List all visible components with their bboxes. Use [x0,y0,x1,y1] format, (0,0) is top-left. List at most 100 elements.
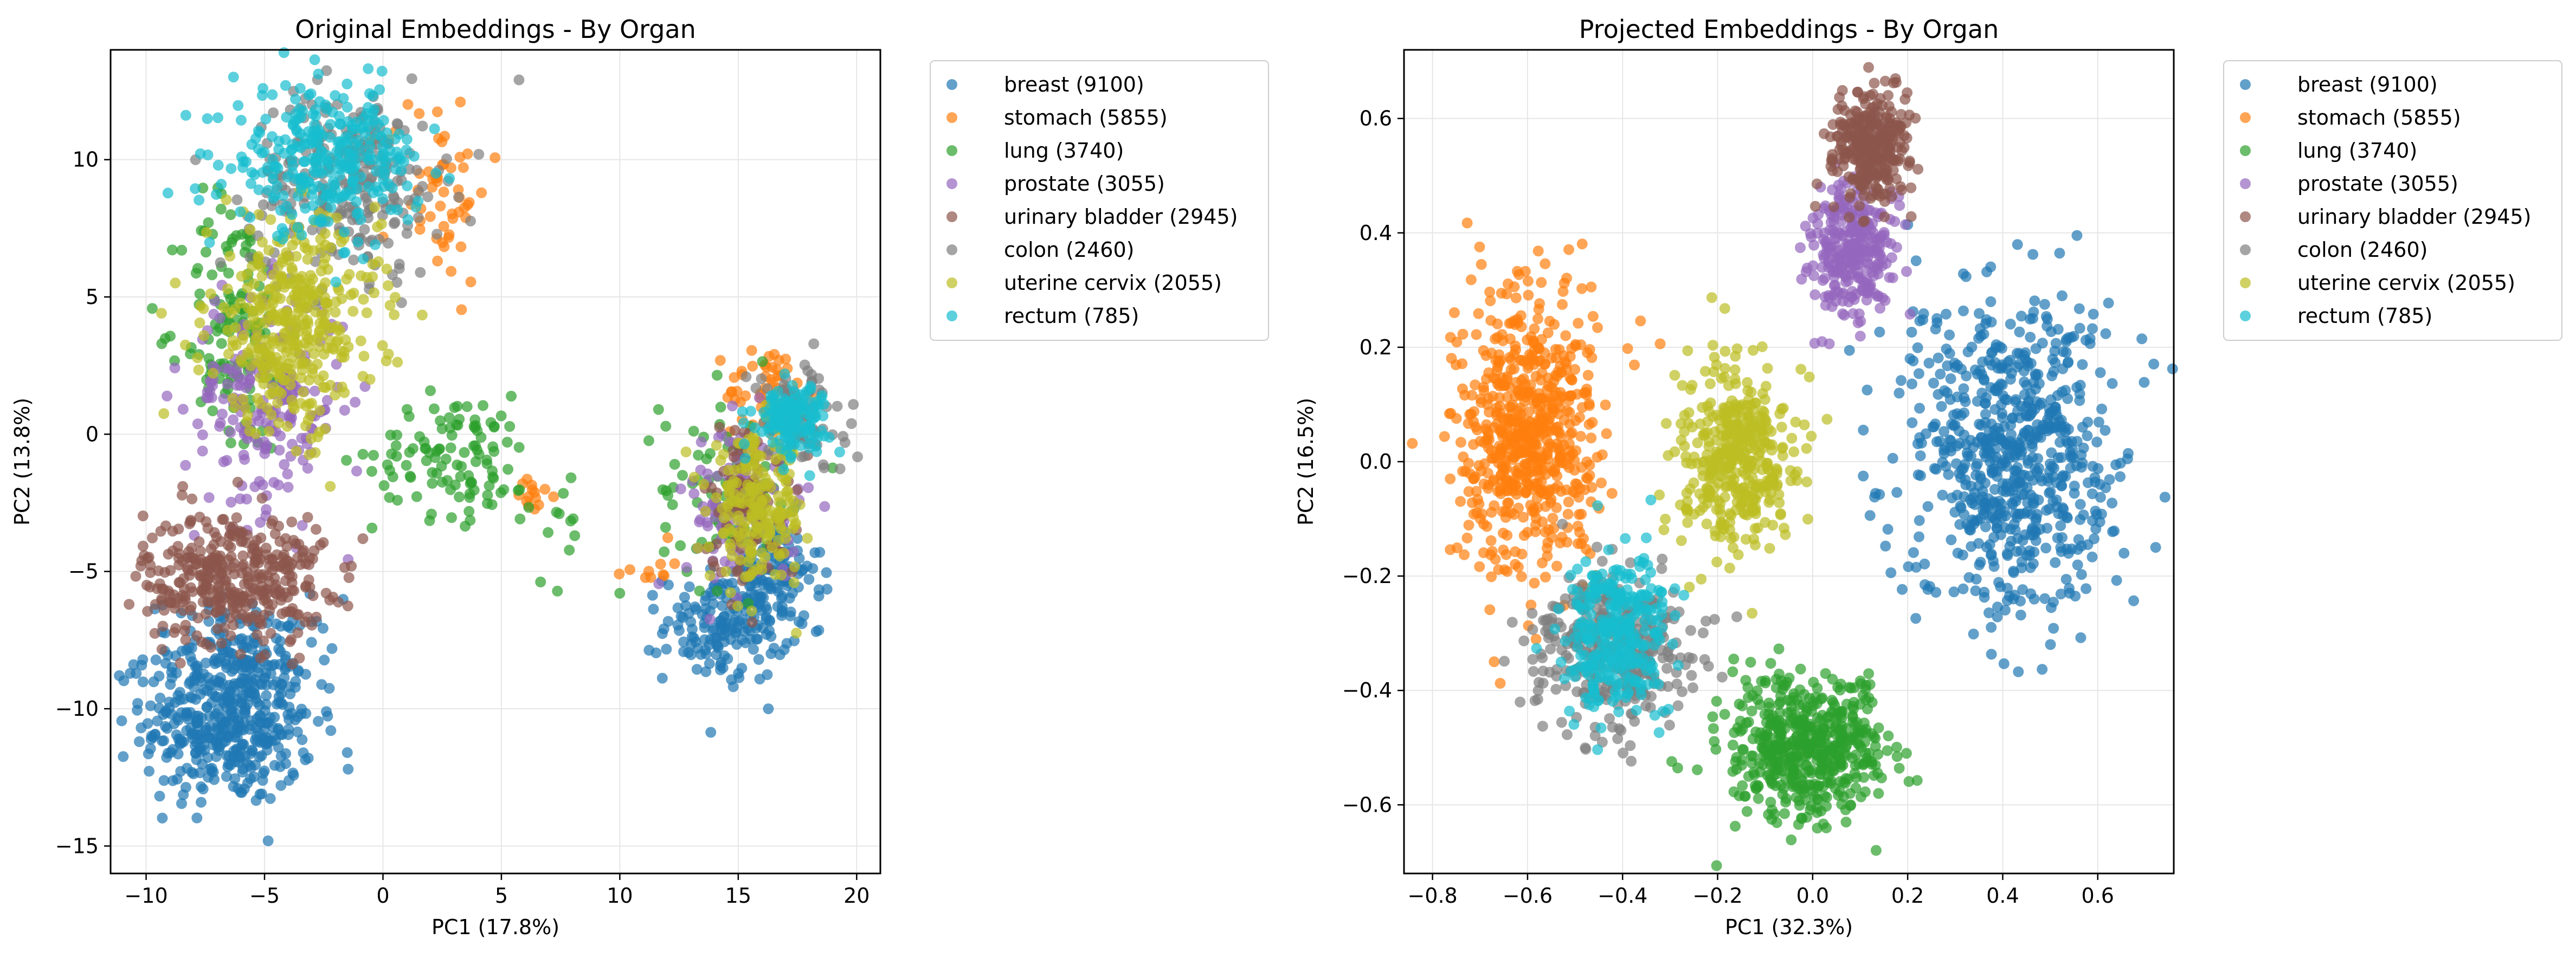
scatter-point [203,492,215,503]
scatter-point [308,245,319,256]
scatter-point [427,467,438,478]
scatter-point [565,472,577,483]
scatter-point [1495,678,1506,689]
scatter-point [1968,629,1979,640]
scatter-point [799,359,810,371]
scatter-point [1858,470,1869,482]
scatter-point [1455,437,1466,448]
scatter-point [313,68,324,80]
scatter-point [1555,449,1567,460]
scatter-point [378,115,389,126]
scatter-point [1973,480,1985,491]
scatter-point [137,540,149,552]
scatter-point [224,582,236,593]
scatter-point [535,577,546,587]
scatter-point [1510,433,1522,444]
scatter-point [1576,238,1588,250]
scatter-point [1564,450,1576,462]
scatter-point [436,461,447,472]
scatter-point [802,533,813,544]
scatter-point [2128,595,2139,606]
scatter-point [1465,409,1477,419]
scatter-point [756,498,767,509]
legend-marker [946,277,957,288]
scatter-point [339,387,350,398]
scatter-point [2004,541,2015,552]
scatter-point [2050,338,2062,349]
scatter-point [358,253,369,264]
scatter-point [355,335,366,347]
scatter-point [404,470,416,482]
scatter-point [1995,432,2006,444]
scatter-point [286,708,298,719]
scatter-point [1478,385,1490,396]
scatter-point [259,360,270,372]
scatter-point [309,54,320,66]
scatter-point [1933,352,1944,364]
scatter-point [282,482,294,493]
scatter-point [268,679,279,690]
scatter-point [662,616,674,627]
scatter-point [488,422,500,433]
scatter-point [695,464,706,476]
scatter-point [1914,515,1925,526]
scatter-point [446,430,458,441]
scatter-point [1584,344,1595,355]
scatter-point [779,396,790,407]
scatter-point [750,383,762,394]
scatter-point [241,416,253,428]
scatter-point [2037,419,2049,431]
scatter-point [225,209,236,221]
scatter-point [2062,357,2073,368]
scatter-point [709,561,720,572]
scatter-point [305,88,317,100]
scatter-point [203,217,214,228]
scatter-point [338,93,349,104]
scatter-point [439,241,450,253]
scatter-point [403,411,415,422]
scatter-point [759,552,771,563]
scatter-point [758,592,769,603]
scatter-point [175,739,186,750]
scatter-point [195,781,207,792]
scatter-point [677,470,688,481]
scatter-point [392,204,403,216]
scatter-point [237,374,249,386]
scatter-point [225,630,236,642]
x-tick-label: 10 [607,884,633,908]
scatter-point [2025,529,2037,541]
scatter-point [357,533,369,545]
scatter-point [364,88,375,99]
scatter-point [233,100,244,111]
legend-label: breast (9100) [1004,73,1144,96]
scatter-point [533,499,544,510]
scatter-point [1930,323,1941,335]
scatter-point [222,379,233,390]
scatter-point [216,638,227,649]
scatter-point [218,393,229,404]
scatter-point [659,546,670,558]
scatter-point [735,396,746,407]
scatter-point [2150,542,2161,553]
scatter-point [660,420,672,432]
scatter-point [1874,489,1885,500]
scatter-point [453,191,464,203]
scatter-point [2067,444,2078,455]
scatter-point [711,649,722,661]
scatter-point [415,267,426,278]
scatter-point [143,552,154,563]
scatter-point [2016,556,2027,567]
scatter-point [149,627,160,639]
scatter-point [754,674,765,685]
scatter-point [223,540,234,551]
scatter-point [1520,391,1531,403]
scatter-point [302,611,313,623]
scatter-point [711,439,722,451]
scatter-point [217,514,228,525]
scatter-point [656,628,668,639]
scatter-point [197,429,208,441]
scatter-point [462,199,473,211]
scatter-point [746,345,757,356]
scatter-point [176,645,188,657]
scatter-point [390,440,402,451]
